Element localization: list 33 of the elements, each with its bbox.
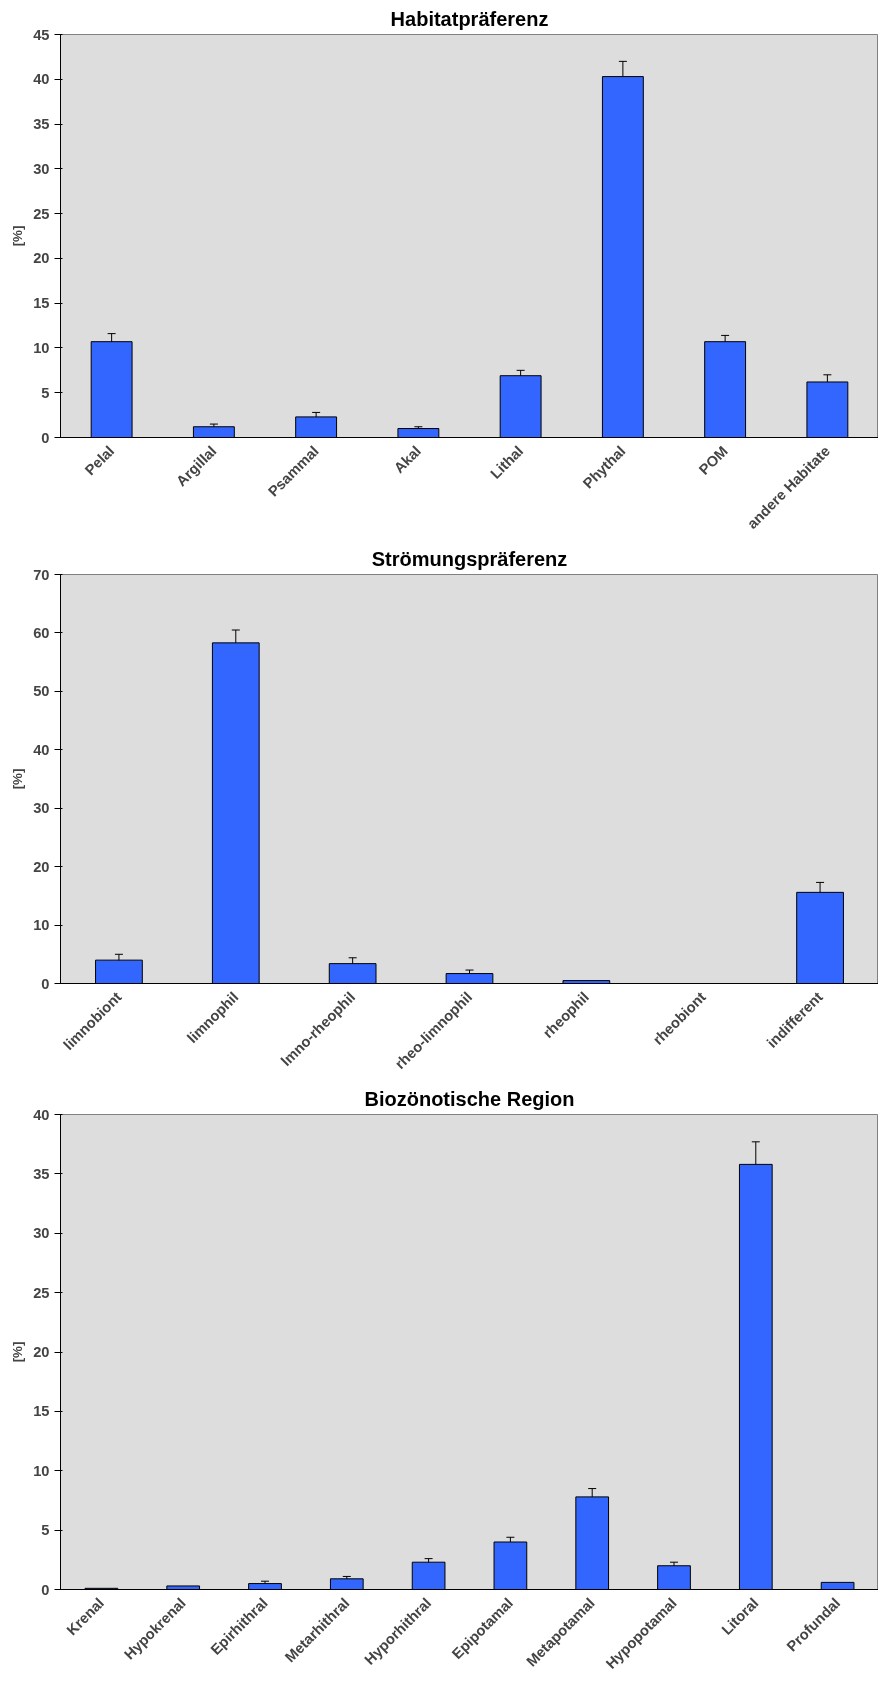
y-tick-label: 10 xyxy=(33,1462,50,1479)
y-tick-label: 10 xyxy=(33,917,50,934)
y-tick-label: 40 xyxy=(33,71,50,88)
y-tick-label: 30 xyxy=(33,1225,50,1242)
y-tick-label: 20 xyxy=(33,858,50,875)
y-axis-title: [%] xyxy=(10,1341,26,1363)
y-tick-label: 0 xyxy=(41,1581,50,1598)
y-tick-label: 60 xyxy=(33,624,50,641)
y-tick-label: 20 xyxy=(33,1344,50,1360)
chart-title: Habitatpräferenz xyxy=(390,7,549,30)
y-tick-label: 25 xyxy=(33,205,50,222)
y-tick-label: 40 xyxy=(33,1106,50,1123)
y-tick-label: 30 xyxy=(33,800,50,817)
y-tick-label: 0 xyxy=(41,429,50,446)
y-tick-label: 35 xyxy=(33,1165,50,1182)
y-tick-label: 5 xyxy=(41,1522,50,1539)
chart-title: Strömungspräferenz xyxy=(371,547,568,570)
y-tick-label: 70 xyxy=(33,566,50,583)
y-tick-label: 30 xyxy=(33,160,50,177)
y-axis-title: [%] xyxy=(10,768,26,790)
y-tick-label: 15 xyxy=(33,295,50,312)
chart-title: Biozönotische Region xyxy=(364,1087,575,1110)
y-axis-title: [%] xyxy=(10,225,26,247)
y-tick-label: 45 xyxy=(33,26,50,43)
y-tick-label: 20 xyxy=(33,250,50,267)
y-tick-label: 50 xyxy=(33,683,50,700)
y-tick-label: 15 xyxy=(33,1403,50,1420)
y-tick-label: 40 xyxy=(33,741,50,758)
y-tick-label: 25 xyxy=(33,1284,50,1301)
y-tick-label: 0 xyxy=(41,975,50,992)
y-tick-label: 5 xyxy=(41,384,50,401)
y-tick-label: 35 xyxy=(33,116,50,133)
y-tick-label: 10 xyxy=(33,339,50,356)
